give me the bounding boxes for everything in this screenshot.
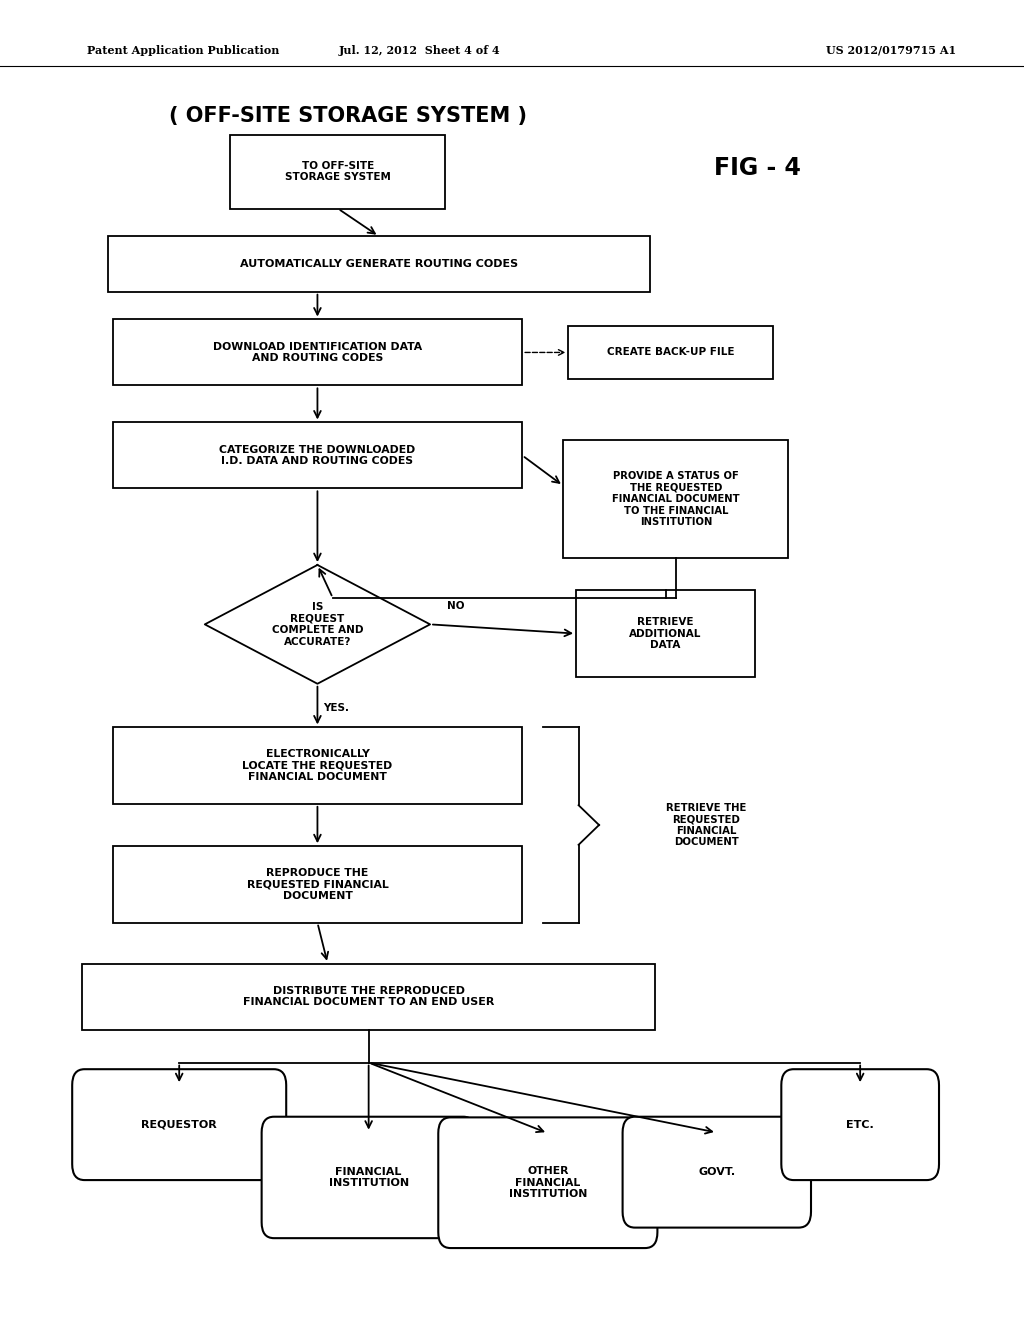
Text: Patent Application Publication: Patent Application Publication bbox=[87, 45, 280, 55]
Text: RETRIEVE
ADDITIONAL
DATA: RETRIEVE ADDITIONAL DATA bbox=[630, 616, 701, 651]
Text: ( OFF-SITE STORAGE SYSTEM ): ( OFF-SITE STORAGE SYSTEM ) bbox=[169, 106, 527, 127]
FancyBboxPatch shape bbox=[230, 135, 445, 209]
FancyBboxPatch shape bbox=[113, 422, 522, 488]
Text: US 2012/0179715 A1: US 2012/0179715 A1 bbox=[825, 45, 956, 55]
Text: IS
REQUEST
COMPLETE AND
ACCURATE?: IS REQUEST COMPLETE AND ACCURATE? bbox=[271, 602, 364, 647]
Text: AUTOMATICALLY GENERATE ROUTING CODES: AUTOMATICALLY GENERATE ROUTING CODES bbox=[240, 259, 518, 269]
Text: OTHER
FINANCIAL
INSTITUTION: OTHER FINANCIAL INSTITUTION bbox=[509, 1166, 587, 1200]
FancyBboxPatch shape bbox=[575, 590, 756, 677]
FancyBboxPatch shape bbox=[113, 727, 522, 804]
Text: REQUESTOR: REQUESTOR bbox=[141, 1119, 217, 1130]
Text: FIG - 4: FIG - 4 bbox=[715, 156, 801, 180]
FancyBboxPatch shape bbox=[113, 319, 522, 385]
Text: NO: NO bbox=[446, 601, 465, 611]
FancyBboxPatch shape bbox=[82, 964, 655, 1030]
Text: Jul. 12, 2012  Sheet 4 of 4: Jul. 12, 2012 Sheet 4 of 4 bbox=[339, 45, 501, 55]
FancyBboxPatch shape bbox=[781, 1069, 939, 1180]
Text: ETC.: ETC. bbox=[846, 1119, 874, 1130]
Text: DISTRIBUTE THE REPRODUCED
FINANCIAL DOCUMENT TO AN END USER: DISTRIBUTE THE REPRODUCED FINANCIAL DOCU… bbox=[243, 986, 495, 1007]
FancyBboxPatch shape bbox=[108, 236, 650, 292]
FancyBboxPatch shape bbox=[623, 1117, 811, 1228]
FancyBboxPatch shape bbox=[438, 1117, 657, 1249]
Text: FINANCIAL
INSTITUTION: FINANCIAL INSTITUTION bbox=[329, 1167, 409, 1188]
Text: ELECTRONICALLY
LOCATE THE REQUESTED
FINANCIAL DOCUMENT: ELECTRONICALLY LOCATE THE REQUESTED FINA… bbox=[243, 748, 392, 783]
FancyBboxPatch shape bbox=[568, 326, 773, 379]
Text: DOWNLOAD IDENTIFICATION DATA
AND ROUTING CODES: DOWNLOAD IDENTIFICATION DATA AND ROUTING… bbox=[213, 342, 422, 363]
FancyBboxPatch shape bbox=[563, 440, 788, 558]
FancyBboxPatch shape bbox=[261, 1117, 475, 1238]
Text: CREATE BACK-UP FILE: CREATE BACK-UP FILE bbox=[607, 347, 734, 358]
FancyBboxPatch shape bbox=[72, 1069, 286, 1180]
Text: RETRIEVE THE
REQUESTED
FINANCIAL
DOCUMENT: RETRIEVE THE REQUESTED FINANCIAL DOCUMEN… bbox=[667, 803, 746, 847]
Text: TO OFF-SITE
STORAGE SYSTEM: TO OFF-SITE STORAGE SYSTEM bbox=[285, 161, 391, 182]
Text: CATEGORIZE THE DOWNLOADED
I.D. DATA AND ROUTING CODES: CATEGORIZE THE DOWNLOADED I.D. DATA AND … bbox=[219, 445, 416, 466]
Text: PROVIDE A STATUS OF
THE REQUESTED
FINANCIAL DOCUMENT
TO THE FINANCIAL
INSTITUTIO: PROVIDE A STATUS OF THE REQUESTED FINANC… bbox=[612, 471, 739, 527]
FancyBboxPatch shape bbox=[113, 846, 522, 923]
Text: GOVT.: GOVT. bbox=[698, 1167, 735, 1177]
Text: YES.: YES. bbox=[323, 702, 349, 713]
Text: REPRODUCE THE
REQUESTED FINANCIAL
DOCUMENT: REPRODUCE THE REQUESTED FINANCIAL DOCUME… bbox=[247, 867, 388, 902]
